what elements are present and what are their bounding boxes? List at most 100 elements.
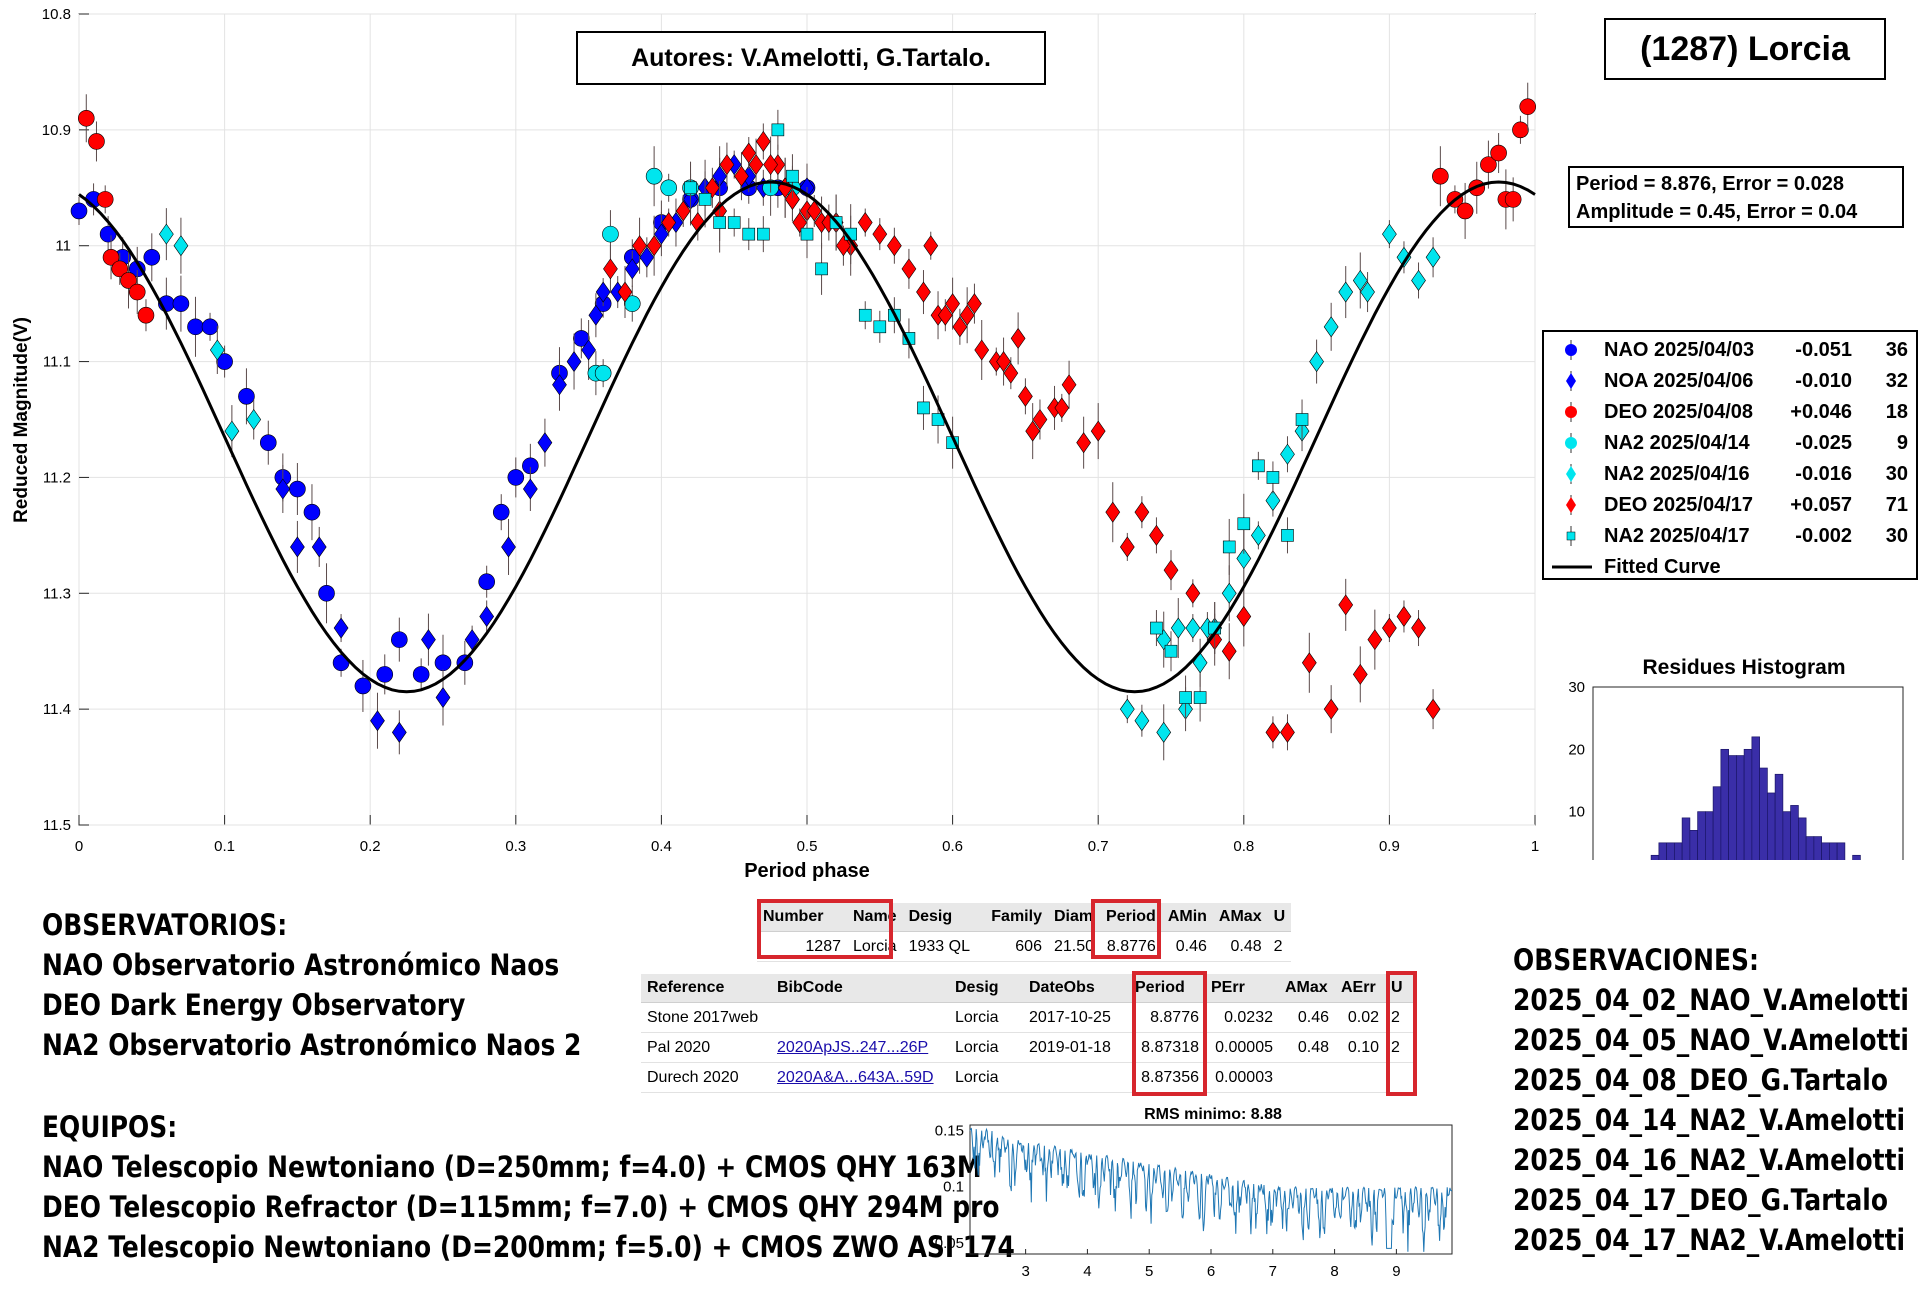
point-deo-2025-04-17 (974, 339, 990, 361)
cell: 8.8776 (1129, 1002, 1205, 1033)
point-nao-2025-04-03 (303, 503, 321, 521)
cell (1023, 1062, 1129, 1093)
x-tick-label: 0.7 (1088, 838, 1109, 855)
legend-item: DEO 2025/04/17 +0.057 71 (1604, 493, 1914, 517)
rms-x-tick: 7 (1269, 1263, 1277, 1280)
legend-label: NA2 2025/04/16 (1604, 463, 1750, 485)
point-noa-2025-04-06 (639, 246, 655, 268)
y-axis-label: Reduced Magnitude(V) (11, 317, 32, 523)
point-na2-2025-04-17 (1281, 529, 1294, 542)
point-nao-2025-04-03 (259, 434, 277, 451)
point-deo-2025-04-17 (1025, 420, 1041, 442)
cell (771, 1002, 949, 1033)
col-header: AMax (1279, 974, 1335, 1003)
cell: Lorcia (949, 1032, 1023, 1063)
legend: NAO 2025/04/03 -0.051 36 NOA 2025/04/06 -0.0… (1542, 330, 1918, 580)
col-header: U (1267, 903, 1292, 932)
point-deo-2025-04-17 (836, 235, 851, 257)
fit-stats-box: Period = 8.876, Error = 0.028 Amplitude … (1568, 166, 1904, 228)
observatorio-line: DEO Dark Energy Observatory (42, 988, 466, 1022)
rms-y-tick: 0.15 (935, 1123, 964, 1140)
point-nao-2025-04-03 (376, 666, 394, 683)
point-na2-2025-04-17 (1164, 644, 1178, 658)
legend-offset: -0.010 (1795, 370, 1852, 392)
point-deo-2025-04-17 (646, 235, 662, 257)
cell: Stone 2017web (641, 1002, 771, 1033)
point-noa-2025-04-06 (391, 721, 407, 743)
legend-marker (1566, 531, 1576, 541)
histogram-y-tick: 10 (1568, 804, 1585, 821)
point-na2-2025-04-16 (1280, 443, 1295, 465)
point-na2-2025-04-17 (771, 123, 785, 137)
point-deo-2025-04-17 (1119, 536, 1135, 558)
histogram-bar (1751, 736, 1760, 860)
observatorio-line: NAO Observatorio Astronómico Naos (42, 948, 560, 982)
histogram-bar (1658, 842, 1667, 860)
point-deo-2025-04-17 (617, 281, 633, 303)
point-noa-2025-04-06 (333, 617, 349, 639)
point-deo-2025-04-17 (755, 130, 771, 152)
point-na2-2025-04-16 (224, 420, 240, 442)
equipo-line: DEO Telescopio Refractor (D=115mm; f=7.0… (42, 1190, 1000, 1224)
point-deo-2025-04-08 (1504, 191, 1522, 208)
point-noa-2025-04-06 (581, 339, 596, 361)
point-deo-2025-04-17 (901, 258, 917, 280)
histogram-bar (1743, 748, 1753, 860)
object-name-box: (1287) Lorcia (1604, 18, 1886, 80)
col-header: Desig (949, 974, 1023, 1003)
point-deo-2025-04-08 (137, 306, 155, 324)
legend-offset: +0.046 (1790, 401, 1852, 423)
point-deo-2025-04-17 (1425, 698, 1441, 720)
highlight-u-references (1386, 971, 1417, 1096)
point-deo-2025-04-17 (806, 200, 822, 222)
point-na2-2025-04-16 (1425, 246, 1441, 268)
point-na2-2025-04-14 (594, 364, 612, 382)
legend-count: 30 (1885, 463, 1908, 485)
table-header-row: Number Name Desig Family Diam Period AMi… (757, 903, 1292, 932)
cell: Durech 2020 (641, 1062, 771, 1093)
cell: 2020A&A...643A..59D (771, 1062, 949, 1093)
point-deo-2025-04-08 (111, 260, 129, 278)
histogram-bar (1774, 773, 1784, 860)
col-header: Family (975, 903, 1048, 932)
point-nao-2025-04-03 (143, 248, 161, 266)
point-nao-2025-04-03 (573, 330, 590, 347)
histogram-bar (1805, 836, 1815, 860)
bibcode-link[interactable]: 2020ApJS..247...26P (777, 1038, 929, 1056)
x-tick-label: 0.8 (1233, 838, 1254, 855)
point-deo-2025-04-17 (785, 188, 800, 210)
rms-ticks: 3 4 5 6 7 8 9 0.15 0.1 0.05 (935, 1123, 1401, 1280)
observatorios-heading: OBSERVATORIOS: (42, 908, 288, 942)
point-noa-2025-04-06 (290, 536, 305, 558)
point-na2-2025-04-16 (1411, 269, 1426, 291)
point-noa-2025-04-06 (566, 351, 582, 373)
point-noa-2025-04-06 (552, 374, 567, 396)
point-nao-2025-04-03 (201, 318, 219, 336)
point-na2-2025-04-16 (1134, 710, 1150, 732)
point-na2-2025-04-17 (757, 227, 770, 241)
legend-label: DEO 2025/04/17 (1604, 494, 1753, 516)
rms-x-tick: 4 (1083, 1263, 1091, 1280)
legend-offset: +0.057 (1790, 494, 1852, 516)
point-na2-2025-04-17 (1179, 691, 1192, 704)
cell: 2019-01-18 (1023, 1032, 1129, 1063)
point-deo-2025-04-17 (704, 177, 720, 199)
table-row: Durech 2020 2020A&A...643A..59D Lorcia 8… (641, 1062, 1413, 1093)
point-deo-2025-04-17 (1265, 721, 1281, 743)
bibcode-link[interactable]: 2020A&A...643A..59D (777, 1068, 934, 1086)
legend-offset: -0.051 (1795, 339, 1852, 361)
observacion-line: 2025_04_08_DEO_G.Tartalo (1513, 1063, 1888, 1097)
legend-count: 9 (1896, 432, 1908, 454)
cell: 0.46 (1161, 931, 1213, 962)
fit-stats-amplitude: Amplitude = 0.45, Error = 0.04 (1576, 201, 1858, 223)
legend-label: NA2 2025/04/17 (1604, 525, 1750, 547)
point-deo-2025-04-08 (1519, 98, 1537, 115)
point-na2-2025-04-17 (786, 169, 799, 183)
legend-marker (1565, 344, 1577, 356)
point-nao-2025-04-03 (478, 573, 495, 591)
cell: 0.10 (1335, 1032, 1385, 1063)
point-deo-2025-04-17 (1221, 640, 1237, 662)
x-tick-labels: 0 0.1 0.2 0.3 0.4 0.5 0.6 0.7 0.8 0.9 1 (75, 838, 1539, 855)
equipo-line: NA2 Telescopio Newtoniano (D=200mm; f=5.… (42, 1230, 1015, 1264)
point-na2-2025-04-17 (713, 216, 726, 229)
